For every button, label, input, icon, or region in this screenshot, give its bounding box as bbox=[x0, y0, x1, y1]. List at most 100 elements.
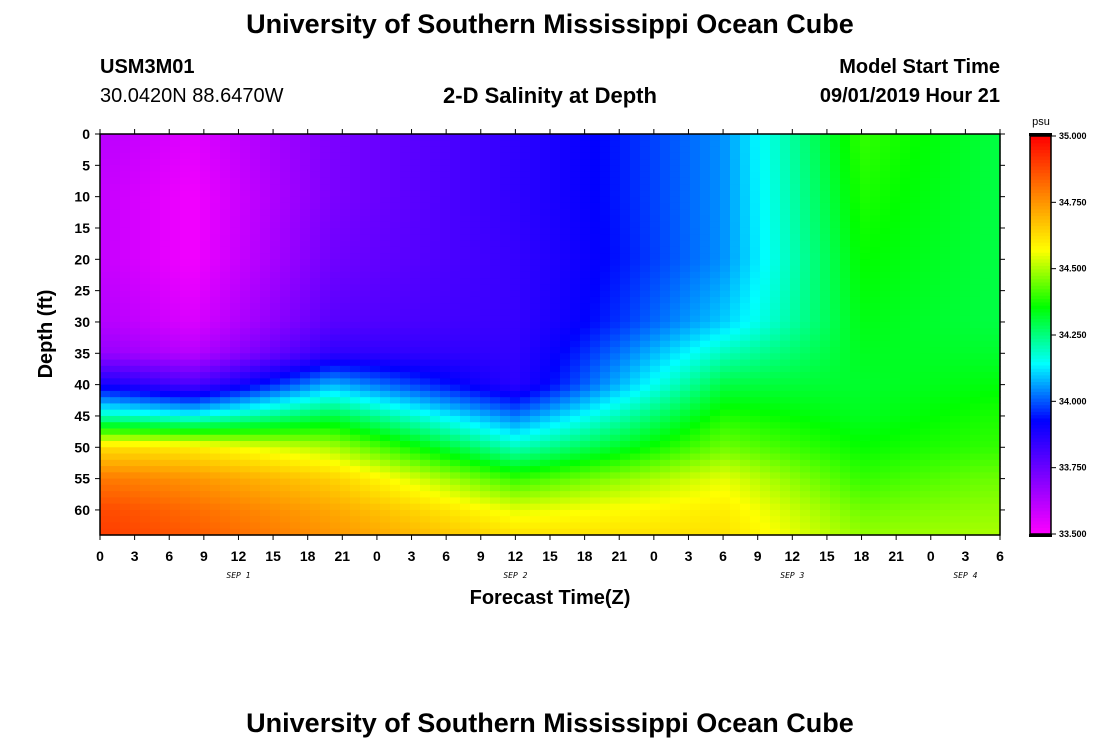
heatmap-cell bbox=[460, 365, 471, 373]
heatmap-cell bbox=[150, 240, 161, 248]
heatmap-cell bbox=[450, 359, 461, 367]
heatmap-cell bbox=[640, 516, 651, 524]
heatmap-cell bbox=[160, 152, 171, 160]
heatmap-cell bbox=[200, 340, 211, 348]
heatmap-cell bbox=[850, 491, 861, 499]
heatmap-cell bbox=[200, 215, 211, 223]
heatmap-cell bbox=[790, 365, 801, 373]
heatmap-cell bbox=[790, 359, 801, 367]
heatmap-cell bbox=[180, 390, 191, 398]
heatmap-cell bbox=[330, 428, 341, 436]
heatmap-cell bbox=[350, 497, 361, 505]
heatmap-cell bbox=[770, 459, 781, 467]
heatmap-cell bbox=[370, 215, 381, 223]
heatmap-cell bbox=[240, 134, 251, 141]
heatmap-cell bbox=[330, 509, 341, 517]
heatmap-cell bbox=[660, 209, 671, 217]
heatmap-cell bbox=[550, 284, 561, 292]
heatmap-cell bbox=[400, 359, 411, 367]
heatmap-cell bbox=[170, 484, 181, 492]
heatmap-cell bbox=[540, 240, 551, 248]
heatmap-cell bbox=[730, 466, 741, 473]
heatmap-cell bbox=[210, 397, 221, 405]
heatmap-cell bbox=[580, 441, 591, 448]
heatmap-cell bbox=[230, 196, 241, 204]
heatmap-cell bbox=[340, 528, 351, 536]
heatmap-cell bbox=[820, 390, 831, 398]
heatmap-cell bbox=[240, 503, 251, 511]
heatmap-cell bbox=[520, 491, 531, 499]
heatmap-cell bbox=[730, 315, 741, 323]
heatmap-cell bbox=[380, 334, 391, 342]
heatmap-cell bbox=[310, 190, 321, 198]
heatmap-cell bbox=[380, 296, 391, 304]
heatmap-cell bbox=[630, 378, 641, 386]
heatmap-cell bbox=[830, 202, 841, 210]
heatmap-cell bbox=[340, 409, 351, 417]
heatmap-cell bbox=[550, 146, 561, 154]
heatmap-cell bbox=[690, 441, 701, 448]
heatmap-cell bbox=[370, 365, 381, 373]
heatmap-cell bbox=[320, 447, 331, 455]
heatmap-cell bbox=[690, 227, 701, 235]
heatmap-cell bbox=[560, 522, 571, 530]
heatmap-cell bbox=[110, 177, 121, 185]
heatmap-cell bbox=[580, 140, 591, 148]
heatmap-cell bbox=[770, 309, 781, 317]
heatmap-cell bbox=[260, 340, 271, 348]
heatmap-cell bbox=[290, 403, 301, 411]
heatmap-cell bbox=[850, 246, 861, 254]
heatmap-cell bbox=[550, 484, 561, 492]
heatmap-cell bbox=[770, 397, 781, 405]
heatmap-cell bbox=[760, 177, 771, 185]
heatmap-cell bbox=[110, 334, 121, 342]
heatmap-cell bbox=[570, 441, 581, 448]
heatmap-cell bbox=[660, 434, 671, 442]
heatmap-cell bbox=[740, 171, 751, 179]
heatmap-cell bbox=[190, 509, 201, 517]
heatmap-cell bbox=[620, 478, 631, 486]
heatmap-cell bbox=[860, 384, 871, 392]
heatmap-cell bbox=[140, 472, 151, 480]
heatmap-cell bbox=[360, 240, 371, 248]
heatmap-cell bbox=[860, 340, 871, 348]
heatmap-cell bbox=[780, 353, 791, 361]
heatmap-cell bbox=[780, 340, 791, 348]
heatmap-cell bbox=[100, 516, 111, 524]
heatmap-cell bbox=[130, 441, 141, 448]
heatmap-cell bbox=[140, 403, 151, 411]
heatmap-cell bbox=[540, 202, 551, 210]
heatmap-cell bbox=[840, 240, 851, 248]
heatmap-cell bbox=[390, 378, 401, 386]
heatmap-cell bbox=[370, 190, 381, 198]
heatmap-cell bbox=[270, 165, 281, 173]
heatmap-cell bbox=[580, 221, 591, 229]
heatmap-cell bbox=[480, 347, 491, 354]
heatmap-cell bbox=[700, 403, 711, 411]
heatmap-cell bbox=[510, 397, 521, 405]
heatmap-cell bbox=[850, 227, 861, 235]
heatmap-cell bbox=[700, 447, 711, 455]
heatmap-cell bbox=[480, 315, 491, 323]
heatmap-cell bbox=[450, 509, 461, 517]
heatmap-cell bbox=[830, 484, 841, 492]
heatmap-cell bbox=[440, 146, 451, 154]
heatmap-cell bbox=[340, 246, 351, 254]
heatmap-cell bbox=[460, 315, 471, 323]
heatmap-cell bbox=[860, 240, 871, 248]
heatmap-cell bbox=[260, 347, 271, 354]
heatmap-cell bbox=[800, 453, 811, 461]
heatmap-cell bbox=[820, 328, 831, 336]
heatmap-cell bbox=[560, 152, 571, 160]
heatmap-cell bbox=[840, 271, 851, 279]
heatmap-cell bbox=[830, 278, 841, 285]
heatmap-cell bbox=[530, 152, 541, 160]
heatmap-cell bbox=[500, 134, 511, 141]
heatmap-cell bbox=[140, 152, 151, 160]
heatmap-cell bbox=[820, 372, 831, 379]
heatmap-cell bbox=[460, 384, 471, 392]
heatmap-cell bbox=[240, 428, 251, 436]
heatmap-cell bbox=[260, 253, 271, 260]
heatmap-cell bbox=[840, 159, 851, 166]
heatmap-cell bbox=[760, 146, 771, 154]
